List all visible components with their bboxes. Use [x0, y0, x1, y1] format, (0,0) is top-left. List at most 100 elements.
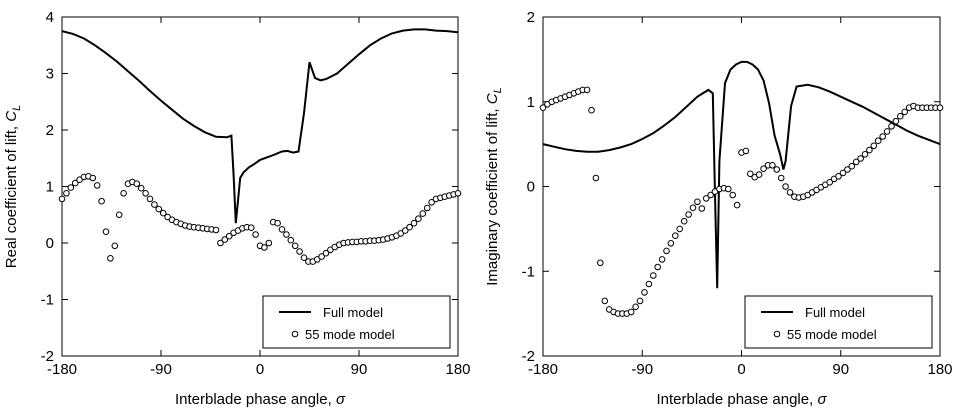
- data-point-55-mode: [89, 174, 97, 182]
- data-point-55-mode: [318, 253, 325, 260]
- data-point-55-mode: [641, 289, 648, 296]
- data-point-55-mode: [707, 191, 714, 199]
- legend: Full model 55 mode model: [262, 295, 451, 349]
- data-point-55-mode: [870, 142, 878, 150]
- data-point-55-mode: [861, 151, 869, 158]
- data-point-55-mode: [866, 146, 873, 154]
- data-point-55-mode: [650, 272, 657, 279]
- data-point-55-mode: [645, 280, 653, 288]
- data-point-55-mode: [663, 247, 670, 255]
- data-point-55-mode: [410, 219, 418, 227]
- data-point-55-mode: [672, 232, 679, 239]
- x-tick-label: 0: [737, 361, 745, 378]
- data-point-55-mode: [67, 184, 75, 191]
- legend-label-full-model: Full model: [805, 305, 865, 320]
- data-point-55-mode: [901, 108, 909, 116]
- data-point-55-mode: [287, 236, 295, 244]
- data-point-55-mode: [592, 174, 600, 182]
- data-point-55-mode: [111, 242, 119, 250]
- data-point-55-mode: [419, 210, 427, 217]
- data-point-55-mode: [844, 166, 851, 173]
- data-point-55-mode: [835, 173, 842, 180]
- legend-label-55-mode: 55 mode model: [787, 327, 877, 342]
- data-point-55-mode: [892, 117, 900, 125]
- y-tick-label: -2: [522, 348, 535, 365]
- data-point-55-mode: [217, 239, 224, 247]
- legend-label-55-mode: 55 mode model: [305, 327, 395, 342]
- data-point-55-mode: [773, 166, 781, 173]
- data-point-55-mode: [879, 133, 887, 140]
- data-point-55-mode: [658, 256, 666, 263]
- data-point-55-mode: [296, 248, 303, 255]
- data-point-55-mode: [252, 231, 259, 238]
- x-tick-label: -180: [47, 361, 77, 378]
- data-point-55-mode: [151, 201, 158, 208]
- y-tick-label: -1: [522, 263, 535, 280]
- legend-marker-swatch: [291, 330, 299, 338]
- data-point-55-mode: [597, 259, 604, 267]
- y-tick-label: 2: [527, 9, 535, 26]
- data-point-55-mode: [848, 162, 856, 170]
- data-point-55-mode: [826, 179, 834, 186]
- legend: Full model 55 mode model: [744, 295, 933, 349]
- x-tick-label: -180: [528, 361, 558, 378]
- data-point-55-mode: [146, 195, 154, 203]
- data-point-55-mode: [291, 242, 299, 250]
- data-point-55-mode: [636, 297, 644, 305]
- data-point-55-mode: [115, 211, 123, 219]
- legend-marker-swatch: [773, 330, 781, 338]
- data-point-55-mode: [729, 191, 737, 199]
- y-axis-label: Real coefficient of lift, CL: [3, 105, 23, 268]
- data-point-55-mode: [322, 249, 330, 257]
- data-point-55-mode: [278, 226, 286, 233]
- data-point-55-mode: [98, 197, 105, 205]
- data-point-55-mode: [747, 170, 754, 178]
- y-axis-label: Imaginary coefficient of lift, CL: [484, 87, 504, 285]
- x-tick-label: 180: [927, 361, 952, 378]
- data-point-55-mode: [63, 190, 70, 197]
- data-point-55-mode: [265, 239, 273, 247]
- data-point-55-mode: [583, 86, 591, 94]
- y-tick-label: 4: [46, 9, 54, 26]
- data-point-55-mode: [936, 104, 944, 111]
- y-tick-label: 1: [46, 179, 54, 196]
- data-point-55-mode: [733, 201, 741, 209]
- data-point-55-mode: [888, 123, 895, 130]
- data-point-55-mode: [120, 190, 127, 197]
- data-point-55-mode: [680, 217, 688, 225]
- data-point-55-mode: [777, 174, 785, 182]
- data-point-55-mode: [406, 223, 413, 231]
- data-point-55-mode: [588, 106, 595, 114]
- x-tick-label: -90: [150, 361, 172, 378]
- chart-panel-1: -180 -90 0 90 180 -2 -1 0 1 2 3 4 Interblade phase a…: [3, 9, 471, 408]
- x-tick-label: -90: [631, 361, 653, 378]
- data-point-55-mode: [283, 231, 290, 238]
- x-tick-label: 90: [832, 361, 849, 378]
- data-point-55-mode: [782, 183, 789, 190]
- data-point-55-mode: [601, 297, 609, 305]
- series-line-full-model: [61, 28, 459, 224]
- x-tick-label: 90: [351, 361, 368, 378]
- data-point-55-mode: [93, 182, 101, 189]
- data-point-55-mode: [632, 303, 639, 311]
- data-point-55-mode: [667, 240, 675, 247]
- data-point-55-mode: [627, 308, 635, 316]
- data-point-55-mode: [428, 199, 435, 206]
- y-tick-label: -2: [41, 348, 54, 365]
- data-point-55-mode: [107, 254, 114, 262]
- data-point-55-mode: [676, 225, 684, 233]
- x-axis-label: Interblade phase angle, σ: [175, 391, 346, 408]
- data-point-55-mode: [539, 104, 547, 111]
- data-point-55-mode: [760, 165, 767, 172]
- data-point-55-mode: [725, 185, 732, 193]
- data-point-55-mode: [155, 205, 163, 213]
- data-point-55-mode: [142, 190, 149, 197]
- data-point-55-mode: [689, 204, 697, 211]
- data-point-55-mode: [755, 171, 763, 178]
- y-tick-label: 1: [527, 94, 535, 111]
- data-point-55-mode: [883, 128, 891, 135]
- y-tick-label: -1: [41, 292, 54, 309]
- y-tick-label: 3: [46, 66, 54, 83]
- data-point-55-mode: [702, 195, 710, 202]
